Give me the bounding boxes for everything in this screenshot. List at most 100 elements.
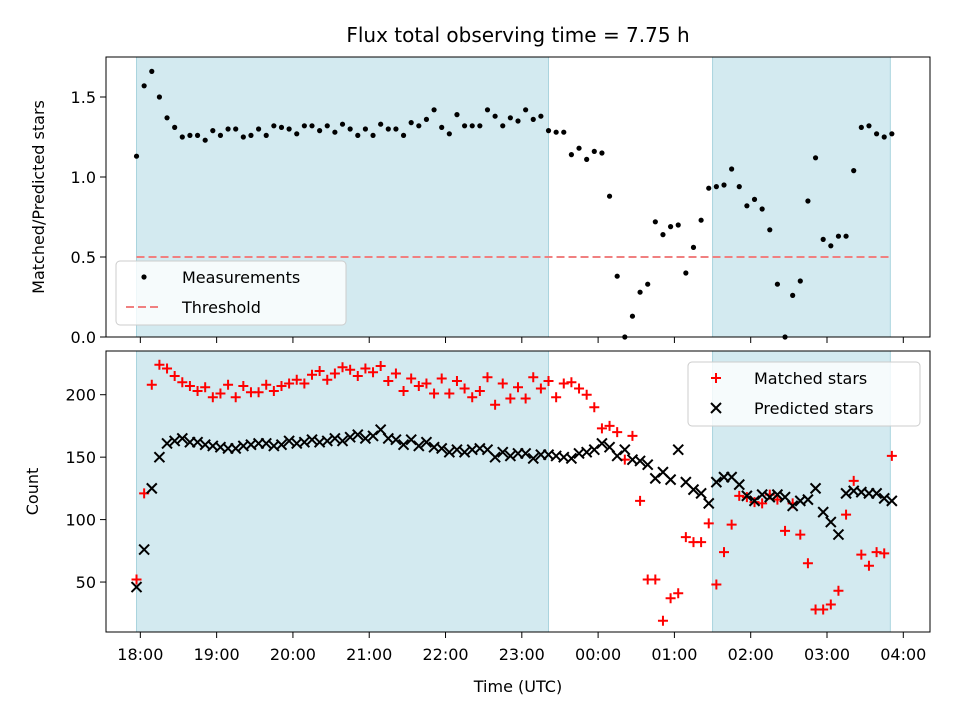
measurement-point [240,134,246,140]
matched-stars-point [551,392,562,403]
matched-stars-point [169,370,180,381]
counts-shade-0 [136,350,550,633]
predicted-stars-point [275,438,288,451]
measurement-point [690,244,697,250]
predicted-stars-point [786,500,799,512]
measurement-point [759,206,765,212]
predicted-stars-point [832,528,845,541]
xtick-label: 01:00 [651,645,697,664]
predicted-stars-point [886,495,898,507]
predicted-stars-point [695,487,707,500]
counts-axes-frame [105,350,931,633]
matched-stars-point [650,574,661,585]
counts-y-ticks: 50 100 150 200 [65,386,106,592]
measurement-point [339,121,346,127]
predicted-stars-point [519,447,532,460]
predicted-stars-point [641,458,654,471]
matched-stars-point [528,372,539,383]
measurement-point [698,217,704,223]
measurement-point [751,196,758,202]
matched-stars-point [848,475,859,486]
predicted-stars-point [817,506,829,518]
measurement-point [294,131,300,137]
measurement-point [263,132,269,138]
matched-stars-point [268,385,279,396]
counts-legend: Matched stars Predicted stars [687,361,921,427]
predicted-stars-point [527,452,539,465]
xtick-label: 04:00 [880,645,926,664]
matched-stars-point [223,379,234,390]
matched-stars-point [253,387,264,398]
ratio-ytick-label: 0.5 [71,248,96,267]
measurement-point [141,83,147,89]
measurement-point [385,126,391,132]
matched-stars-point [421,378,432,389]
measurement-point [637,289,643,295]
predicted-stars-point [489,451,501,463]
measurement-point [431,107,437,113]
measurement-point [736,184,742,190]
predicted-stars-point [458,446,471,458]
predicted-stars-point [870,487,883,500]
counts-shaded-regions [136,350,891,633]
matched-stars-point [154,359,165,370]
matched-stars-point [543,375,554,386]
predicted-stars-point [298,436,311,448]
ratio-ytick-label: 1.0 [71,168,96,187]
predicted-stars-point [329,432,341,445]
matched-stars-point [497,378,508,389]
legend-label: Predicted stars [754,399,874,418]
measurement-point [683,270,689,276]
xtick-label: 18:00 [117,645,163,664]
matched-stars-point [429,388,440,399]
matched-stars-point [482,372,493,383]
matched-stars-point [352,370,363,381]
measurement-point [614,273,620,279]
predicted-stars-point [825,516,837,528]
measurement-point [889,131,895,137]
matched-stars-point [833,585,844,596]
matched-stars-point [360,363,371,374]
matched-stars-point [863,560,874,571]
matched-stars-point [345,364,356,375]
matched-stars-point [703,518,714,529]
predicted-stars-point [741,490,753,502]
measurement-point [515,118,521,124]
xtick-label: 22:00 [422,645,468,664]
predicted-stars-point [130,581,143,593]
matched-stars-point [329,368,340,379]
matched-stars-point [207,392,218,403]
predicted-stars-point [703,497,715,510]
measurement-point [790,292,796,298]
matched-stars-point [856,549,867,560]
matched-stars-point [436,373,447,384]
measurement-point [843,233,849,239]
ratio-x-ticks [139,337,904,343]
measurement-point [324,123,330,129]
ratio-panel: 0.0 0.5 1.0 1.5 Matched/Predicted stars Mea… [29,56,931,347]
ratio-axes-frame [105,56,931,338]
measurement-point [675,222,681,228]
predicted-stars-point [497,446,509,458]
matched-stars-point [322,374,333,385]
matched-stars-point [566,377,577,388]
measurements-series [133,68,895,340]
predicted-stars-point [664,473,677,486]
matched-stars-point [375,360,386,371]
matched-stars-point [719,547,729,558]
measurement-point [523,107,529,113]
predicted-stars-point [443,446,456,458]
counts-ytick-label: 100 [65,511,96,530]
measurement-point [347,126,353,132]
matched-stars-point [871,547,882,558]
predicted-stars-point [672,443,684,456]
matched-stars-point [368,367,379,378]
measurement-point [568,152,575,158]
measurement-point [492,113,498,119]
measurement-point [194,132,201,138]
measurement-point [225,126,231,132]
measurement-point [355,132,361,138]
predicted-stars-point [596,437,608,450]
measurement-point [645,281,651,287]
